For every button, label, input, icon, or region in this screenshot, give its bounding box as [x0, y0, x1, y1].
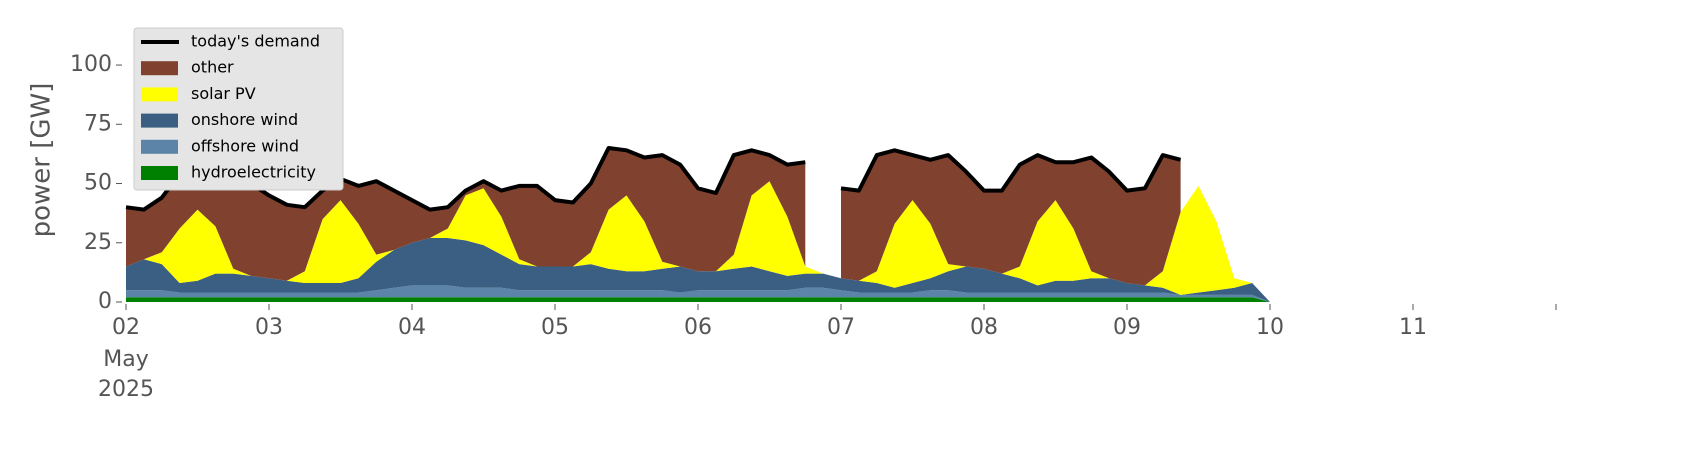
x-tick-label: 08 [970, 315, 998, 340]
y-tick-label: 75 [84, 111, 112, 136]
area [126, 181, 1270, 302]
legend-label: today's demand [191, 32, 320, 51]
area [126, 297, 1270, 302]
area [126, 148, 1181, 286]
legend-label: onshore wind [191, 110, 298, 129]
legend: today's demand other solar PV onshore wind o… [133, 27, 344, 191]
legend-label: other [191, 58, 234, 77]
area [126, 285, 1270, 302]
y-tick-label: 0 [98, 289, 112, 314]
x-tick-label: 02 [112, 315, 140, 340]
legend-box [133, 27, 344, 191]
y-tick-label: 100 [70, 52, 112, 77]
y-tick-label: 25 [84, 230, 112, 255]
y-axis-label: power [GW] [27, 83, 57, 238]
y-tick-label: 50 [84, 171, 112, 196]
area [126, 238, 1270, 302]
x-tick-label: 07 [827, 315, 855, 340]
legend-swatch [141, 61, 178, 76]
legend-label: offshore wind [191, 136, 299, 155]
x-tick-sublabel: May [103, 347, 148, 372]
x-tick-label: 05 [541, 315, 569, 340]
legend-swatch [141, 87, 178, 102]
x-tick-label: 04 [398, 315, 426, 340]
x-tick-label: 09 [1113, 315, 1141, 340]
legend-swatch [141, 139, 178, 154]
x-tick-label: 11 [1399, 315, 1427, 340]
x-tick-sublabel: 2025 [98, 377, 154, 402]
plot-area [125, 146, 1270, 302]
legend-label: hydroelectricity [191, 163, 316, 182]
x-tick-label: 03 [255, 315, 283, 340]
legend-swatch [141, 166, 178, 180]
legend-swatch [141, 113, 178, 128]
x-tick-label: 10 [1256, 315, 1284, 340]
x-tick-label: 06 [684, 315, 712, 340]
legend-label: solar PV [191, 84, 256, 103]
